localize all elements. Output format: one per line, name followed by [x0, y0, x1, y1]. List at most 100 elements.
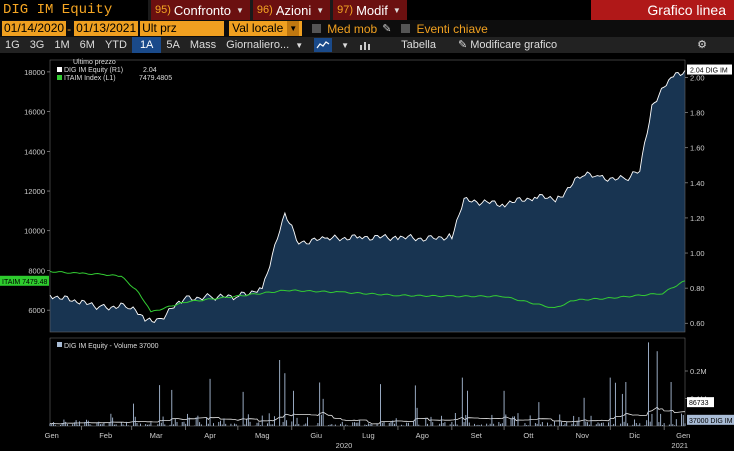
- left-axis-tick-label: 16000: [24, 108, 45, 117]
- moving-average-label: Med mob: [327, 21, 378, 36]
- x-axis-month-label: Ago: [416, 431, 429, 440]
- actions-menu-button[interactable]: 96) Azioni ▼: [252, 0, 331, 20]
- legend-swatch-index: [57, 75, 62, 80]
- frequency-dropdown[interactable]: Giornaliero... ▼: [221, 37, 308, 53]
- volume-ma-tag-text: 86733: [689, 400, 709, 407]
- price-area-fill: [50, 70, 685, 332]
- period-max[interactable]: Mass: [189, 39, 217, 51]
- x-axis-month-label: Gen: [676, 431, 690, 440]
- legend-heading: Ultimo prezzo: [73, 59, 116, 66]
- period-6m[interactable]: 6M: [79, 39, 95, 51]
- x-axis-month-label: Mag: [255, 431, 270, 440]
- price-series-line: [49, 70, 686, 323]
- x-axis-month-label: Giu: [310, 431, 322, 440]
- modify-menu-button[interactable]: 97) Modif ▼: [333, 0, 407, 20]
- right-axis-tick-label: 1.40: [690, 179, 705, 188]
- gear-icon[interactable]: ⚙: [697, 39, 707, 51]
- legend-series1-value: 2.04: [143, 67, 157, 74]
- right-axis-tick-label: 1.20: [690, 214, 705, 223]
- x-axis-year-label: 2021: [671, 441, 688, 450]
- x-axis-month-label: Feb: [99, 431, 112, 440]
- parameter-bar: 01/14/2020 - 01/13/2021 Ult prz Val loca…: [0, 20, 734, 37]
- x-axis-month-label: Apr: [204, 431, 216, 440]
- right-axis-tick-label: 2.00: [690, 74, 705, 83]
- key-events-toggle[interactable]: Eventi chiave: [401, 21, 488, 36]
- security-ticker[interactable]: DIG IM Equity: [0, 0, 148, 20]
- start-date-field[interactable]: 01/14/2020: [2, 21, 67, 36]
- x-axis-month-label: Ott: [523, 431, 534, 440]
- left-axis-tick-label: 14000: [24, 147, 45, 156]
- chevron-down-icon: ▼: [392, 5, 401, 15]
- volume-last-tag-text: 37000 DIG IM: [689, 418, 733, 425]
- price-last-tag-text: 2.04 DIG IM: [690, 68, 728, 75]
- actions-menu-label: Azioni: [275, 2, 312, 18]
- index-last-tag-text: ITAIM 7479.48: [2, 279, 48, 286]
- modify-menu-number: 97): [337, 4, 354, 16]
- edit-chart-button[interactable]: ✎ Modificare grafico: [453, 37, 562, 53]
- index-last-tag: [0, 275, 49, 286]
- pencil-icon[interactable]: ✎: [382, 23, 392, 35]
- left-axis-tick-label: 18000: [24, 68, 45, 77]
- left-axis-tick-label: 10000: [24, 227, 45, 236]
- right-axis-tick-label: 0.80: [690, 284, 705, 293]
- chevron-down-icon: ▼: [316, 5, 325, 15]
- left-axis-tick-label: 6000: [28, 306, 45, 315]
- period-1d[interactable]: 1G: [5, 39, 20, 51]
- currency-dropdown[interactable]: Val locale ▼: [229, 21, 303, 36]
- x-axis-month-label: Set: [471, 431, 483, 440]
- legend-swatch-volume: [57, 342, 62, 347]
- pencil-icon: ✎: [457, 39, 471, 51]
- checkbox-icon[interactable]: [312, 24, 322, 33]
- x-axis-month-label: Nov: [576, 431, 590, 440]
- x-axis-month-label: Lug: [362, 431, 375, 440]
- chevron-down-icon: ▼: [236, 5, 244, 15]
- volume-ma-tag: [687, 397, 714, 408]
- line-chart-icon[interactable]: [314, 38, 333, 52]
- price-panel-frame: [49, 59, 686, 333]
- volume-moving-average-line: [49, 406, 685, 425]
- x-axis-month-label: Gen: [45, 431, 59, 440]
- chart-area[interactable]: 6000 8000 10000 12000 14000 16000 18000 0.60 0.8…: [0, 54, 734, 451]
- edit-chart-label: Modificare grafico: [470, 39, 558, 51]
- compare-menu-button[interactable]: 95) Confronto ▼: [151, 0, 250, 20]
- chart-toolbar: 1G 3G 1M 6M YTD 1A 5A Mass Giornaliero..…: [0, 37, 734, 53]
- x-axis-month-label: Mar: [150, 431, 163, 440]
- right-axis-tick-label: 1.00: [690, 249, 705, 258]
- legend-series2-name: ITAIM Index (L1): [64, 75, 116, 82]
- frequency-label: Giornaliero...: [226, 39, 290, 51]
- legend-volume: DIG IM Equity - Volume 37000: [64, 343, 159, 350]
- title-bar: DIG IM Equity 95) Confronto ▼ 96) Azioni…: [0, 0, 734, 20]
- left-axis-tick-label: 8000: [28, 266, 45, 275]
- legend-series2-value: 7479.4805: [139, 75, 172, 82]
- legend-series1-name: DIG IM Equity (R1): [64, 67, 123, 74]
- x-axis-month-label: Dic: [629, 431, 640, 440]
- key-events-label: Eventi chiave: [416, 21, 488, 36]
- actions-menu-number: 96): [256, 4, 273, 16]
- currency-value: Val locale: [232, 21, 284, 35]
- chevron-down-icon[interactable]: ▼: [341, 40, 350, 50]
- end-date-field[interactable]: 01/13/2021: [74, 21, 139, 36]
- compare-menu-label: Confronto: [173, 2, 231, 18]
- period-5y[interactable]: 5A: [166, 39, 180, 51]
- right-axis-tick-label: 1.60: [690, 144, 705, 153]
- volume-last-tag: [687, 414, 734, 425]
- bar-chart-icon[interactable]: [358, 38, 372, 52]
- table-button[interactable]: Tabella: [401, 39, 436, 51]
- volume-panel-frame: [49, 337, 686, 427]
- checkbox-icon[interactable]: [401, 24, 411, 33]
- moving-average-toggle[interactable]: Med mob ✎: [312, 22, 391, 36]
- legend-swatch-price: [57, 67, 62, 72]
- price-last-tag: [687, 64, 732, 75]
- period-1m[interactable]: 1M: [54, 39, 70, 51]
- chevron-down-icon: ▼: [287, 21, 300, 36]
- price-field-input[interactable]: Ult prz: [140, 21, 225, 36]
- left-axis-tick-label: 12000: [24, 187, 45, 196]
- chevron-down-icon: ▼: [295, 41, 304, 50]
- period-ytd[interactable]: YTD: [104, 39, 127, 51]
- line-chart[interactable]: 6000 8000 10000 12000 14000 16000 18000 0.60 0.8…: [0, 54, 734, 451]
- compare-menu-number: 95): [155, 4, 171, 16]
- x-axis-year-label: 2020: [336, 441, 353, 450]
- right-axis-tick-label: 0.60: [690, 319, 705, 328]
- period-1y[interactable]: 1A: [131, 37, 162, 53]
- period-3d[interactable]: 3G: [29, 39, 45, 51]
